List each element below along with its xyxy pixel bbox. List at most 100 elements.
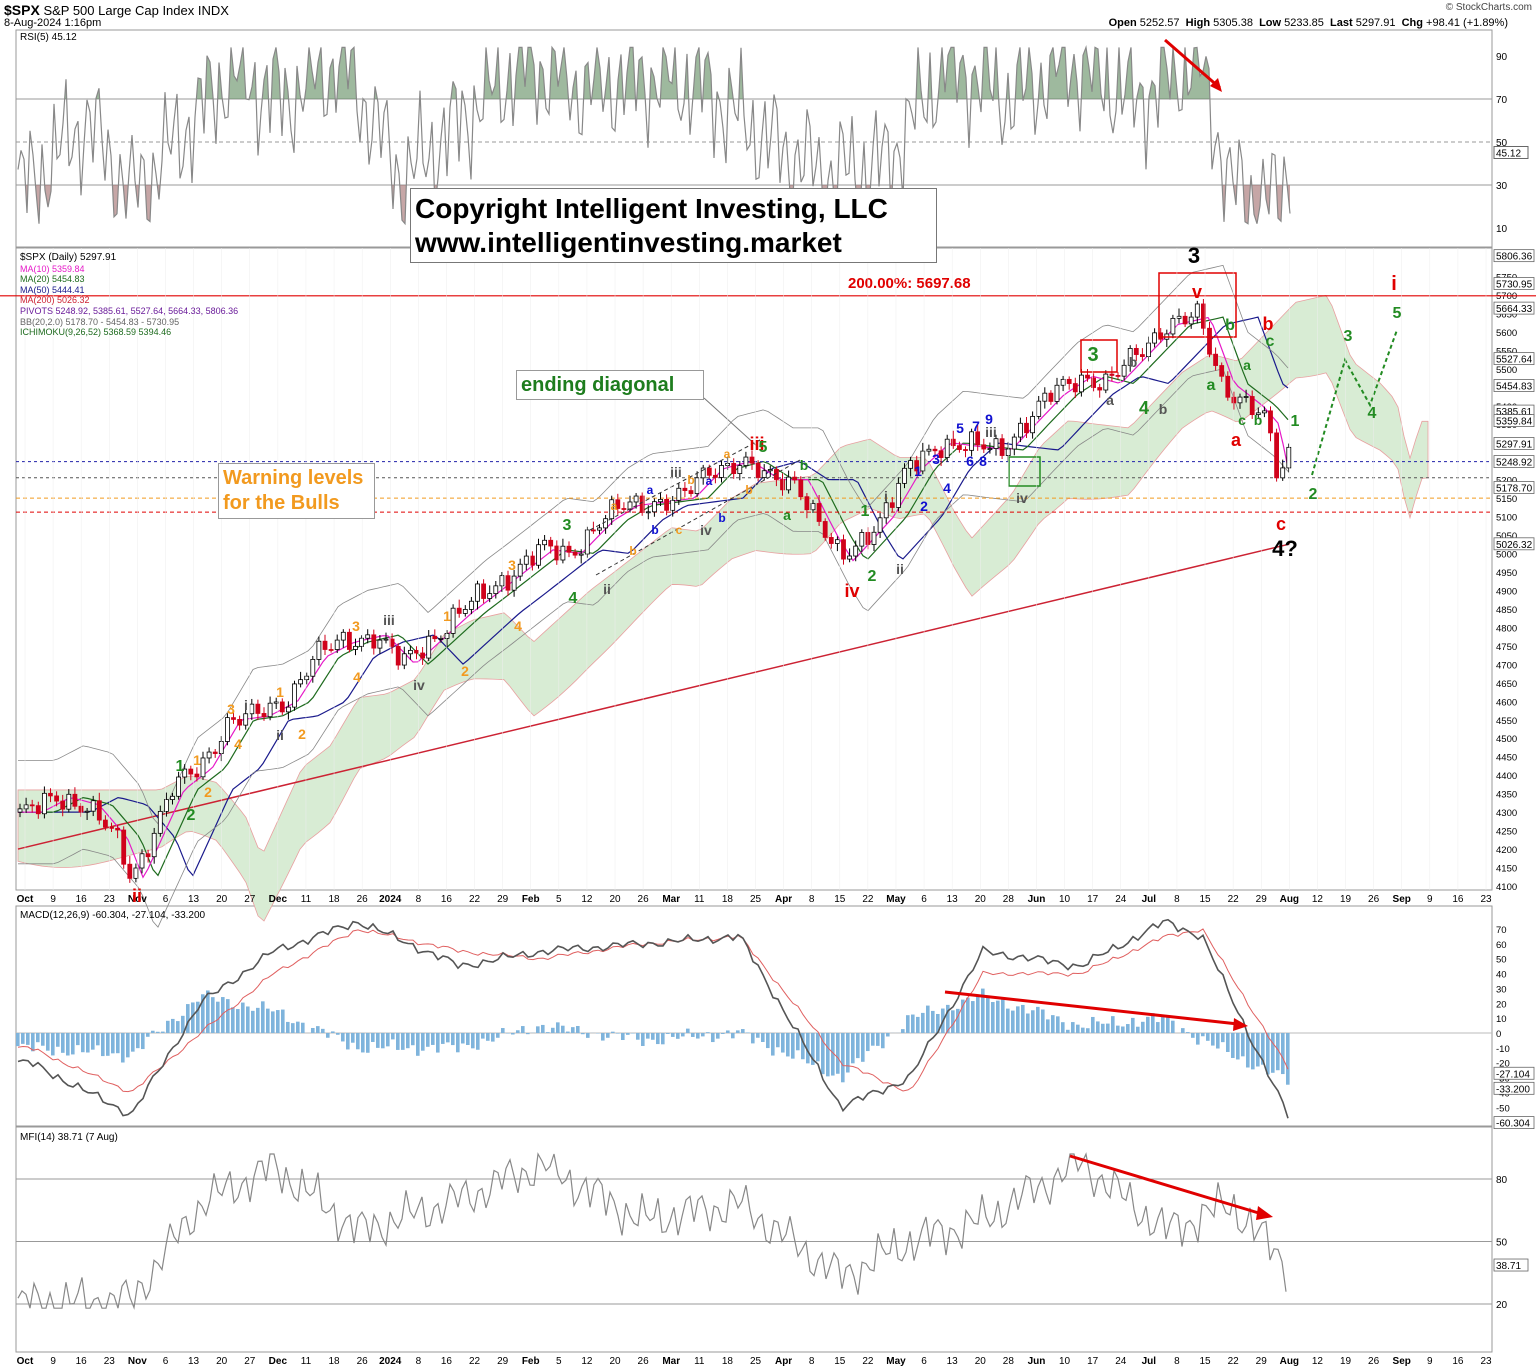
candle-body — [554, 545, 560, 561]
x-tick-label-bottom: 20 — [975, 1356, 987, 1367]
macd-histogram-bar — [96, 1033, 100, 1046]
macd-histogram-bar — [1001, 998, 1005, 1033]
wave-label: 3 — [352, 618, 360, 634]
candle-body — [163, 799, 169, 812]
macd-histogram-bar — [1146, 1016, 1150, 1033]
price-tick-label: 4250 — [1496, 827, 1517, 838]
mfi-line — [17, 1152, 1287, 1310]
price-right-box — [1493, 379, 1535, 392]
macd-histogram-bar — [841, 1033, 845, 1083]
macd-histogram-bar — [1141, 1021, 1145, 1033]
candle-body — [847, 555, 852, 560]
mfi-panel — [15, 1126, 1493, 1353]
x-tick-label-bottom: 10 — [1059, 1356, 1071, 1367]
x-tick-label: 15 — [834, 894, 846, 905]
macd-histogram-bar — [36, 1033, 40, 1043]
candle-body — [670, 499, 676, 511]
candle-body — [798, 479, 804, 498]
macd-histogram-bar — [1091, 1016, 1095, 1033]
wave-label: c — [1276, 514, 1286, 534]
macd-histogram-bar — [516, 1030, 520, 1033]
candle-body — [1085, 374, 1090, 379]
candle-body — [902, 467, 907, 484]
candle-body — [103, 819, 108, 828]
x-tick-label: 16 — [441, 894, 453, 905]
x-tick-label: Aug — [1280, 894, 1299, 905]
x-tick-label: 22 — [862, 894, 874, 905]
wave-label: b — [629, 544, 636, 558]
macd-histogram-bar — [1181, 1028, 1185, 1033]
price-tick-label: 4350 — [1496, 790, 1517, 801]
macd-histogram-bar — [1226, 1033, 1230, 1052]
candle-body — [438, 638, 444, 640]
mfi-value-label: 38.71 — [1496, 1261, 1521, 1272]
macd-histogram-bar — [351, 1033, 355, 1043]
candle-body — [688, 490, 694, 494]
macd-histogram-bar — [1031, 1010, 1035, 1033]
candle-body — [1152, 332, 1157, 344]
candle-body — [749, 456, 755, 464]
wave-label: 3 — [1188, 243, 1200, 268]
candle-body — [505, 575, 511, 591]
candle-body — [292, 683, 297, 708]
macd-histogram-bar — [816, 1033, 820, 1062]
macd-histogram-bar — [111, 1033, 115, 1054]
macd-arrow-head — [1233, 1018, 1248, 1031]
x-tick-label: 28 — [1003, 894, 1015, 905]
macd-histogram-bar — [921, 1012, 925, 1033]
candle-body — [157, 810, 163, 834]
macd-histogram-bar — [51, 1033, 55, 1056]
x-tick-label: Mar — [662, 894, 680, 905]
macd-histogram-bar — [781, 1033, 785, 1053]
candle-body — [536, 544, 541, 566]
x-tick-label: 10 — [1059, 894, 1071, 905]
macd-histogram-bar — [491, 1033, 495, 1042]
macd-tick-label: 70 — [1496, 925, 1507, 936]
macd-histogram-bar — [706, 1032, 710, 1033]
macd-histogram-bar — [606, 1033, 610, 1038]
wave-label: 6 — [966, 453, 974, 469]
wave-label: 1 — [193, 752, 201, 768]
price-tick-label: 5550 — [1496, 346, 1517, 357]
candle-body — [591, 529, 596, 532]
wave-label: a — [647, 483, 654, 497]
x-tick-label: 6 — [921, 894, 927, 905]
wave-label: b — [1129, 354, 1138, 370]
candle-body — [804, 496, 810, 511]
wave-label: c — [1238, 412, 1246, 428]
candle-body — [1237, 396, 1243, 404]
macd-histogram-bar — [1021, 1004, 1025, 1033]
macd-right-box — [1493, 1081, 1535, 1095]
price-right-box — [1493, 352, 1535, 366]
macd-histogram-bar — [1281, 1033, 1285, 1075]
candle-body — [652, 501, 657, 513]
macd-histogram-bar — [691, 1033, 695, 1037]
candle-body — [694, 477, 700, 494]
macd-histogram-bar — [1266, 1033, 1270, 1075]
ending-diagonal-callout: ending diagonal — [516, 370, 704, 400]
candle-body — [285, 706, 291, 713]
macd-histogram-bar — [401, 1033, 405, 1050]
candle-body — [1262, 410, 1267, 414]
macd-histogram-bar — [1101, 1023, 1105, 1033]
macd-right-label: -33.200 — [1496, 1084, 1530, 1095]
macd-tick-label: -10 — [1496, 1044, 1510, 1055]
macd-histogram-bar — [21, 1033, 25, 1044]
x-tick-label: 8 — [809, 894, 815, 905]
x-tick-label-bottom: 19 — [1340, 1356, 1352, 1367]
x-tick-label-bottom: 18 — [328, 1356, 340, 1367]
candle-body — [487, 593, 493, 599]
candle-body — [462, 609, 468, 614]
macd-histogram-bar — [286, 1021, 290, 1033]
macd-histogram-bar — [611, 1031, 615, 1033]
candle-body — [90, 800, 96, 812]
macd-histogram-bar — [1086, 1028, 1090, 1033]
x-tick-label-bottom: 15 — [1199, 1356, 1211, 1367]
candle-body — [621, 508, 627, 510]
macd-tick-label: -50 — [1496, 1103, 1510, 1114]
candle-body — [713, 474, 718, 478]
macd-histogram-bar — [806, 1033, 810, 1064]
candle-body — [627, 501, 633, 510]
macd-histogram-bar — [46, 1033, 50, 1051]
macd-histogram-bar — [256, 1007, 260, 1033]
